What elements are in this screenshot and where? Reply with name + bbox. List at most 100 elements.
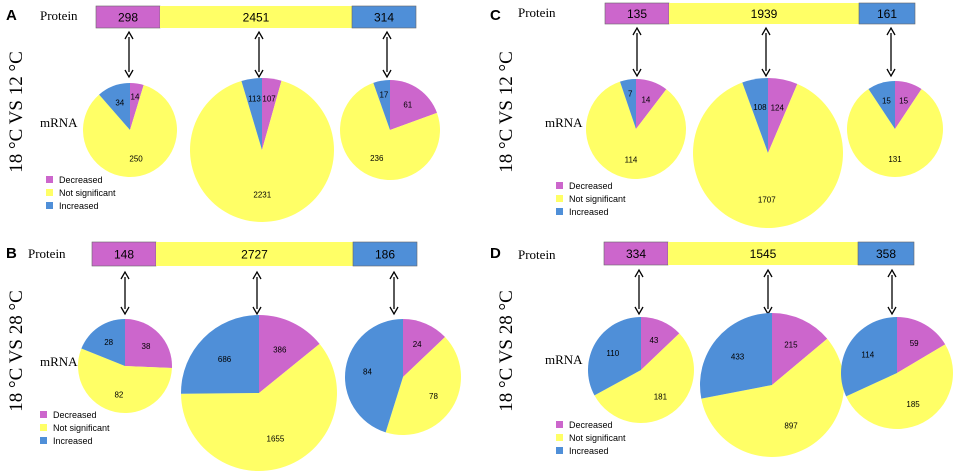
protein-label: Protein	[518, 247, 556, 262]
pie-slice-increased	[81, 319, 125, 366]
panel-c: C 18 °C VS 12 °C Protein 135 1939 161 mRNA 14 11…	[490, 2, 944, 229]
pie-slice-label: 14	[131, 93, 140, 102]
mrna-pie-increased: 24 78 84	[345, 319, 462, 435]
legend-swatch-not-significant	[556, 195, 563, 202]
pie-slice-decreased	[772, 313, 828, 385]
arrow-head-down	[886, 68, 896, 78]
pie-slice-decreased	[259, 315, 320, 393]
arrow-head-up	[887, 268, 897, 278]
legend-swatch-increased	[46, 202, 53, 209]
legend: Decreased Not significant Increased	[556, 420, 626, 456]
legend: Decreased Not significant Increased	[556, 181, 626, 217]
protein-bar-value: 148	[114, 248, 134, 262]
legend-swatch-not-significant	[556, 434, 563, 441]
protein-label: Protein	[40, 8, 78, 23]
pie-slice-not-significant	[190, 80, 334, 222]
pie-slice-label: 38	[142, 342, 151, 351]
arrow-head-up	[124, 30, 134, 40]
protein-bar-segment-increased	[857, 241, 915, 266]
pie-slice-label: 84	[363, 368, 372, 377]
mrna-pie-increased: 61 236 17	[340, 80, 441, 181]
arrow-head-up	[761, 26, 771, 36]
protein-bar-value: 298	[118, 11, 138, 25]
pie-slice-label: 386	[273, 345, 287, 354]
protein-bar-value: 161	[877, 7, 897, 21]
pie-slice-decreased	[390, 80, 437, 130]
protein-label: Protein	[518, 5, 556, 20]
pie-slice-increased	[373, 80, 390, 130]
mrna-pie-not-significant: 124 1707 108	[693, 77, 844, 229]
pie-slice-label: 215	[784, 341, 798, 350]
mrna-pie-decreased: 43 181 110	[587, 317, 694, 423]
pie-slice-increased	[241, 77, 262, 150]
protein-bar-value: 1939	[751, 7, 778, 21]
pie-slice-label: 2231	[253, 191, 271, 200]
pie-slice-decreased	[897, 317, 946, 373]
comparison-label: 18 °C VS 28 °C	[6, 290, 27, 412]
pie-slice-label: 185	[906, 400, 920, 409]
legend-label: Increased	[53, 436, 93, 446]
pie-slice-label: 897	[784, 421, 798, 430]
legend-swatch-decreased	[46, 176, 53, 183]
legend-label: Increased	[59, 201, 99, 211]
panel-letter: A	[6, 7, 17, 24]
pie-slice-label: 24	[413, 340, 422, 349]
protein-bar-value: 1545	[750, 247, 777, 261]
pie-slice-label: 14	[641, 96, 650, 105]
legend: Decreased Not significant Increased	[46, 175, 116, 211]
arrow-head-down	[252, 306, 262, 316]
pie-slice-label: 61	[403, 101, 412, 110]
pie-slice-decreased	[125, 319, 173, 368]
pie-slice-label: 15	[899, 97, 908, 106]
pie-slice-label: 433	[731, 353, 745, 362]
pie-slice-label: 78	[429, 392, 438, 401]
arrow-head-up	[382, 30, 392, 40]
pie-slice-decreased	[636, 79, 667, 129]
pie-slice-increased	[345, 319, 403, 433]
mrna-pie-decreased: 14 114 7	[586, 79, 687, 179]
pie-slice-increased	[620, 79, 636, 129]
pie-slice-not-significant	[83, 85, 178, 177]
pie-slice-decreased	[403, 319, 446, 377]
pie-slice-decreased	[130, 83, 144, 130]
legend-swatch-decreased	[556, 421, 563, 428]
pie-slice-decreased	[641, 317, 680, 370]
protein-label: Protein	[28, 246, 66, 261]
arrow-head-up	[120, 270, 130, 280]
protein-bar-value: 334	[626, 247, 646, 261]
protein-bar-segment-not-significant	[669, 3, 859, 24]
pie-slice-label: 1655	[267, 435, 285, 444]
mrna-pie-not-significant: 386 1655 686	[180, 315, 337, 471]
protein-bar-value: 135	[627, 7, 647, 21]
mrna-pie-increased: 15 131 15	[846, 80, 944, 177]
mrna-label: mRNA	[40, 354, 78, 369]
protein-bar-value: 314	[374, 11, 394, 25]
pie-slice-not-significant	[701, 338, 845, 458]
protein-bar-value: 358	[876, 247, 896, 261]
protein-bar-segment-increased	[858, 2, 916, 25]
pie-slice-label: 686	[218, 355, 232, 364]
pie-slice-not-significant	[586, 81, 687, 179]
pie-slice-not-significant	[78, 348, 172, 414]
pie-slice-label: 114	[861, 350, 874, 359]
protein-bar-value: 186	[375, 248, 395, 262]
legend-label: Not significant	[569, 433, 626, 443]
arrow-head-down	[761, 68, 771, 78]
arrow-head-up	[252, 270, 262, 280]
arrow-head-up	[632, 26, 642, 36]
panel-d: D 18 °C VS 28 °C Protein 334 1545 358 mRNA 43 18…	[490, 241, 953, 458]
pie-slice-increased	[180, 315, 259, 394]
legend-label: Decreased	[569, 181, 613, 191]
pie-slice-label: 1707	[758, 196, 776, 205]
pie-slice-increased	[841, 317, 897, 397]
pie-slice-label: 34	[115, 99, 124, 108]
arrow-head-down	[634, 306, 644, 316]
pie-slice-label: 124	[771, 103, 785, 112]
legend-label: Not significant	[569, 194, 626, 204]
pie-slice-decreased	[895, 80, 922, 129]
legend-swatch-increased	[40, 437, 47, 444]
mrna-pie-decreased: 14 250 34	[83, 83, 178, 177]
mrna-pie-not-significant: 107 2231 113	[190, 77, 334, 222]
arrow-head-up	[634, 268, 644, 278]
